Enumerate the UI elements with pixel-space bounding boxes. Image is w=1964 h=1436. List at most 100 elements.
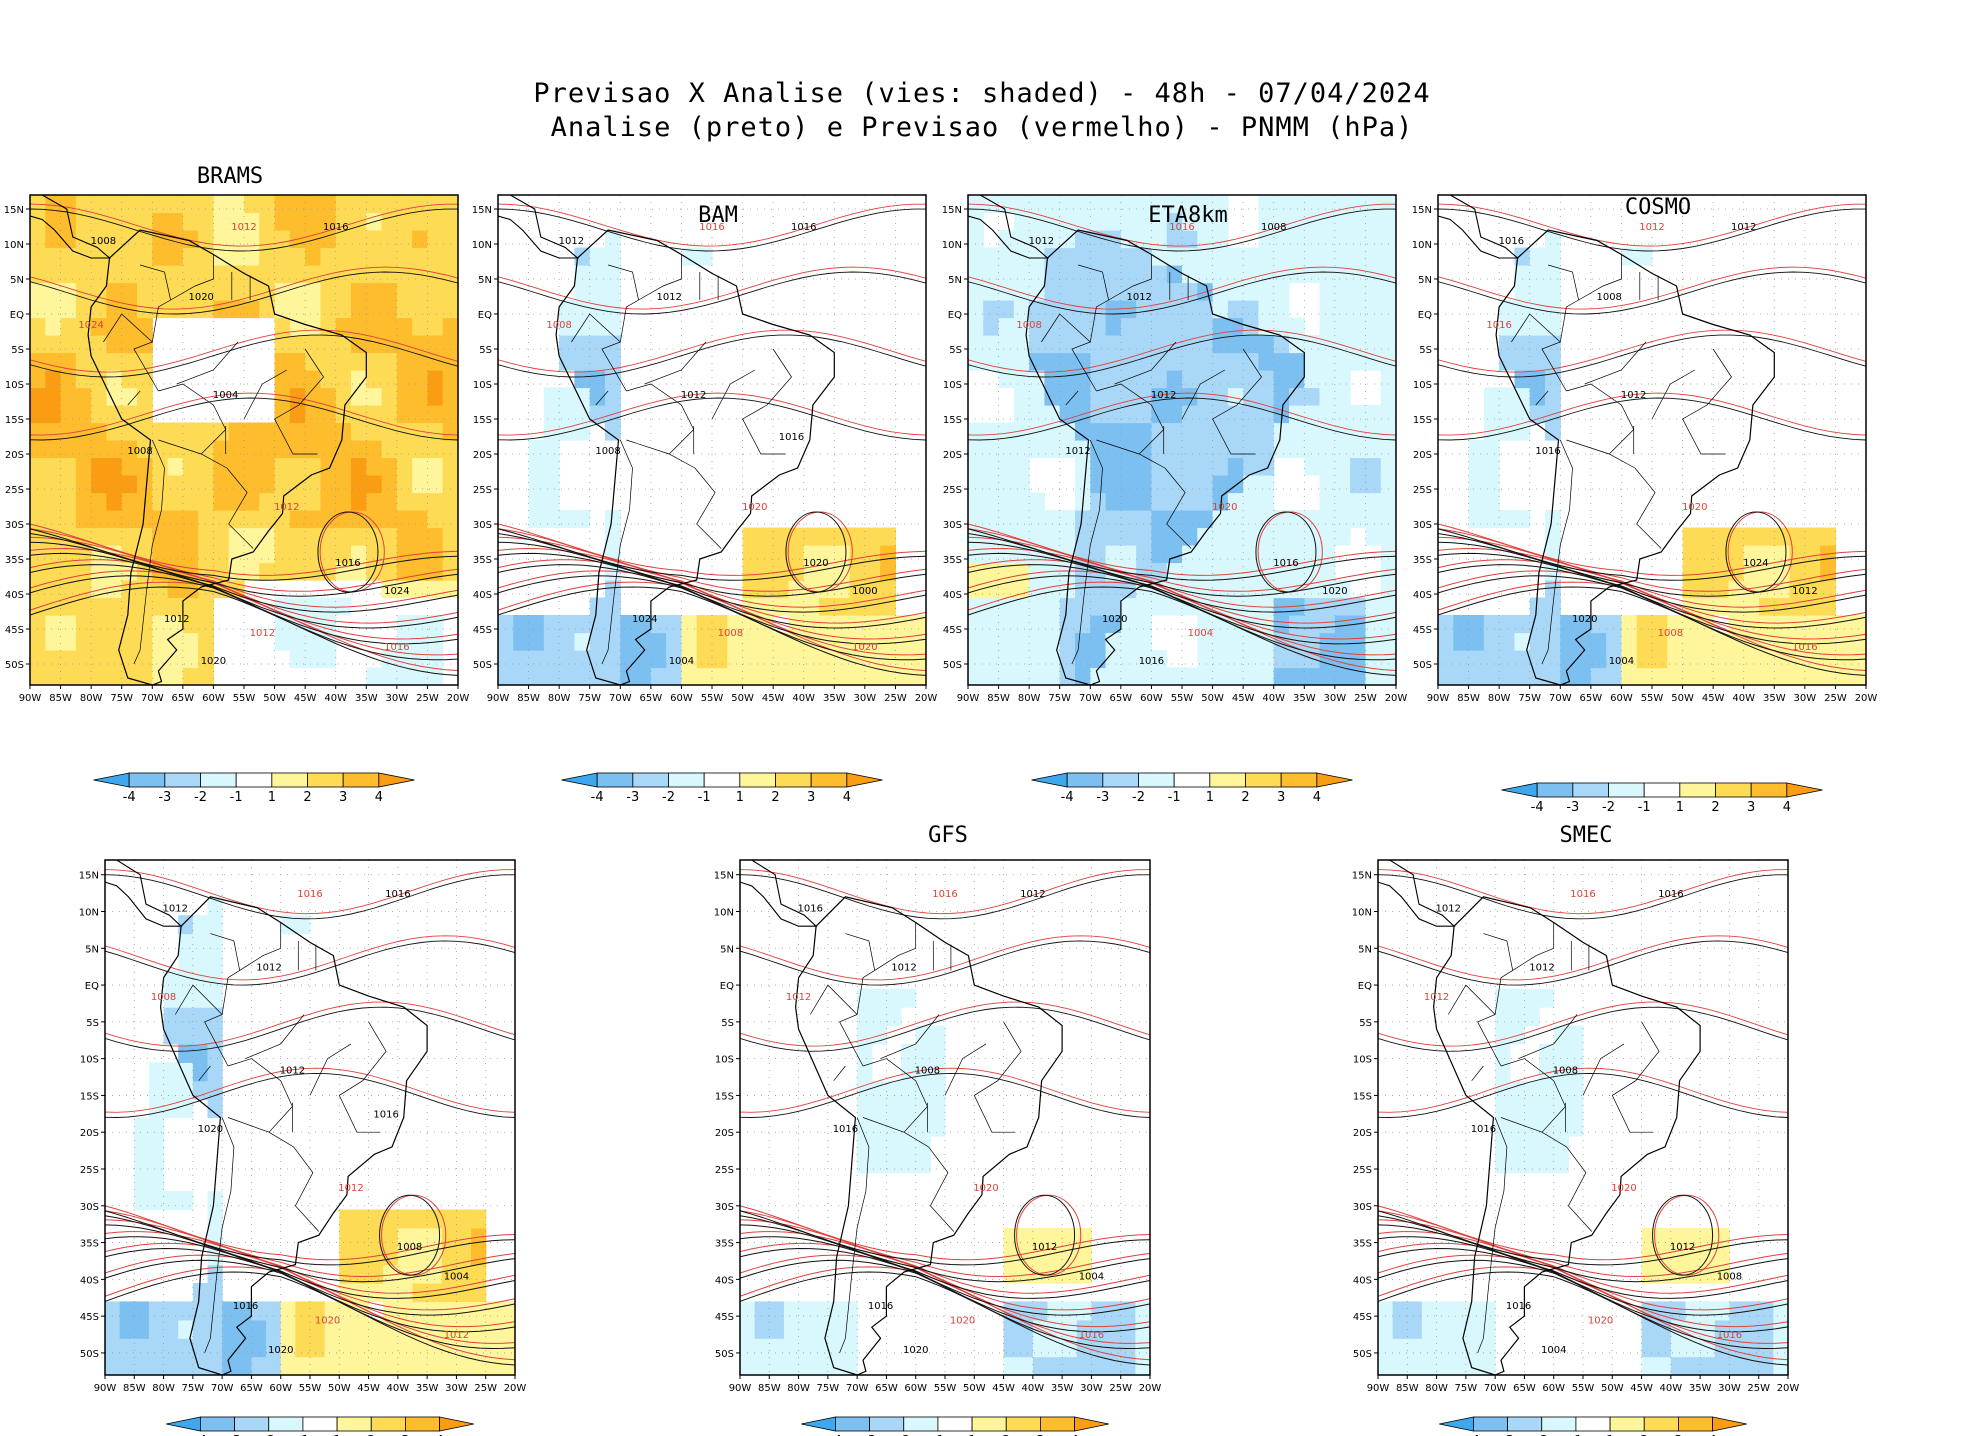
isobar-label: 1012 bbox=[250, 628, 275, 639]
bias-cell bbox=[222, 1301, 238, 1321]
bias-cell bbox=[543, 475, 560, 494]
bias-cell bbox=[1304, 405, 1321, 424]
bias-cell bbox=[1685, 1246, 1701, 1266]
colorbar-tick-label: 4 bbox=[1313, 790, 1321, 805]
bias-cell bbox=[75, 300, 92, 319]
bias-cell bbox=[901, 988, 917, 1008]
bias-cell bbox=[1227, 667, 1244, 685]
bias-cell bbox=[968, 422, 984, 441]
bias-cell bbox=[91, 387, 108, 406]
forecast-isobar bbox=[30, 536, 458, 608]
bias-cell bbox=[1713, 527, 1730, 546]
colorbar-tick-label: -1 bbox=[1638, 800, 1651, 815]
bias-cell bbox=[1003, 1356, 1019, 1375]
bias-cell bbox=[30, 667, 46, 685]
bias-cell bbox=[427, 352, 444, 371]
bias-cell bbox=[1227, 422, 1244, 441]
bias-cell bbox=[968, 615, 984, 634]
bias-cell bbox=[1334, 597, 1351, 616]
country-border bbox=[103, 313, 153, 343]
bias-cell bbox=[1606, 650, 1623, 669]
bias-cell bbox=[427, 545, 444, 564]
bias-cell bbox=[1514, 405, 1531, 424]
bias-cell bbox=[1697, 562, 1714, 581]
bias-cell bbox=[351, 527, 367, 546]
bias-cell bbox=[351, 247, 367, 266]
bias-cell bbox=[827, 1319, 844, 1339]
bias-cell bbox=[589, 247, 606, 266]
bias-cell bbox=[1289, 615, 1305, 634]
isobar-label: 1012 bbox=[1029, 236, 1054, 247]
coastline-south-america bbox=[1432, 896, 1701, 1375]
bias-cell bbox=[427, 212, 444, 231]
bias-cell bbox=[320, 300, 337, 319]
bias-cell bbox=[137, 335, 153, 354]
bias-cell bbox=[320, 247, 337, 266]
bias-cell bbox=[351, 422, 367, 441]
bias-cell bbox=[137, 580, 153, 599]
bias-cell bbox=[75, 580, 92, 599]
y-tick-label: 5N bbox=[10, 275, 24, 286]
bias-cell bbox=[1667, 650, 1684, 669]
bias-cell bbox=[178, 1007, 194, 1027]
bias-cell bbox=[1334, 370, 1351, 389]
bias-cell bbox=[1319, 667, 1336, 685]
bias-cell bbox=[1524, 1135, 1540, 1155]
colorbar-segment bbox=[1750, 782, 1788, 798]
bias-cell bbox=[1545, 317, 1561, 336]
y-tick-label: 5S bbox=[479, 345, 492, 356]
bias-cell bbox=[1545, 650, 1561, 669]
bias-cell bbox=[396, 247, 413, 266]
analysis-isobar bbox=[1438, 397, 1866, 441]
bias-cell bbox=[1682, 580, 1699, 599]
forecast-isobar bbox=[740, 869, 1150, 915]
bias-cell bbox=[305, 212, 322, 231]
bias-cell bbox=[834, 615, 851, 634]
bias-cell bbox=[1820, 562, 1837, 581]
bias-cell bbox=[121, 282, 138, 301]
bias-cell bbox=[1227, 265, 1244, 284]
country-border bbox=[608, 264, 639, 301]
bias-cell bbox=[1621, 650, 1638, 669]
y-tick-label: 10N bbox=[942, 240, 962, 251]
bias-cell bbox=[178, 1043, 194, 1063]
bias-cell bbox=[91, 405, 108, 424]
bias-cell bbox=[1685, 1356, 1701, 1375]
bias-cell bbox=[798, 1319, 814, 1339]
bias-cell bbox=[60, 667, 77, 685]
forecast-isobar bbox=[1438, 329, 1866, 373]
bias-cell bbox=[498, 615, 514, 634]
bias-cell bbox=[983, 580, 1000, 599]
bias-cell bbox=[1151, 212, 1168, 231]
y-tick-label: 15N bbox=[942, 205, 962, 216]
bias-cell bbox=[244, 527, 260, 546]
bias-cell bbox=[650, 615, 667, 634]
bias-cell bbox=[1334, 510, 1351, 529]
bias-cell bbox=[244, 230, 260, 249]
bias-cell bbox=[754, 1301, 770, 1321]
forecast-isobar bbox=[968, 523, 1396, 576]
bias-cell bbox=[137, 650, 153, 669]
bias-cell bbox=[834, 597, 851, 616]
bias-cell bbox=[75, 335, 92, 354]
bias-cell bbox=[1166, 212, 1183, 231]
bias-cell bbox=[864, 562, 881, 581]
country-border bbox=[1164, 467, 1192, 549]
colorbar-segment bbox=[302, 1416, 338, 1432]
colorbar-segment bbox=[1541, 1416, 1577, 1432]
analysis-isobar bbox=[968, 528, 1396, 581]
bias-cell bbox=[396, 230, 413, 249]
bias-cell bbox=[178, 970, 194, 990]
bias-cell bbox=[1243, 387, 1260, 406]
country-border bbox=[1041, 313, 1091, 343]
bias-cell bbox=[1480, 1319, 1496, 1339]
bias-cell bbox=[1182, 562, 1198, 581]
bias-cell bbox=[412, 212, 429, 231]
bias-cell bbox=[1509, 1080, 1526, 1100]
colorbar-tick-label: 1 bbox=[736, 790, 744, 805]
colorbar-tick-label: -4 bbox=[1061, 790, 1074, 805]
bias-cell bbox=[1212, 317, 1229, 336]
colorbar-tick-label: -1 bbox=[1569, 1434, 1582, 1436]
bias-cell bbox=[1013, 300, 1030, 319]
bias-cell bbox=[1105, 230, 1122, 249]
